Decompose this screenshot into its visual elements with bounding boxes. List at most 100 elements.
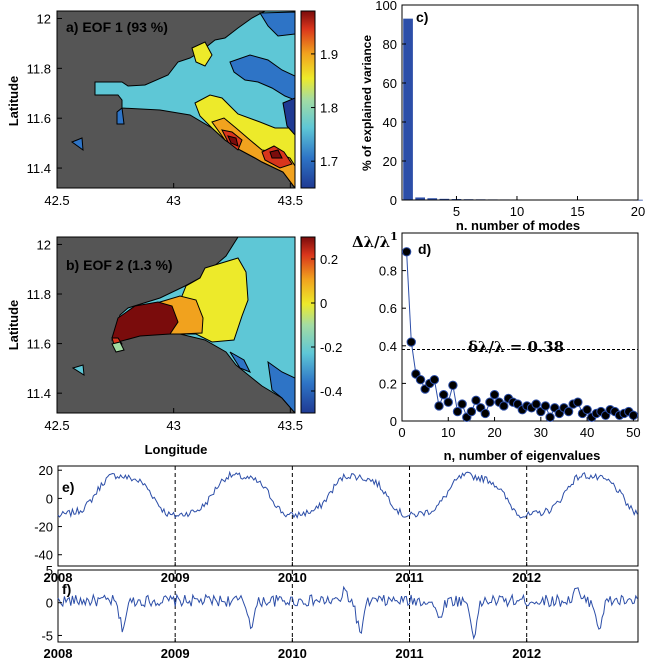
panel-b-title: b) EOF 2 (1.3 %) xyxy=(66,257,173,273)
panel-b-island xyxy=(71,364,85,376)
panel-f-ticks: -5 0 5 2008 2009 2010 2011 2012 xyxy=(41,563,541,661)
eigenvalue-point-32 xyxy=(545,412,555,422)
panel-a-colorbar xyxy=(300,10,316,189)
ytick-label: 0.8 xyxy=(379,264,397,279)
panel-d-label: d) xyxy=(418,241,431,257)
colorbar-tick-label: -0.2 xyxy=(320,340,342,355)
panel-a-darkred-zone xyxy=(227,135,283,159)
ytick-label: 11.8 xyxy=(27,287,51,302)
eigenvalue-point-38 xyxy=(573,397,583,407)
panel-c-xlabel: n. number of modes xyxy=(456,218,580,233)
panel-b-blue-sw xyxy=(229,351,252,373)
panel-a-blue-right xyxy=(282,97,295,136)
ytick-label: 60 xyxy=(383,76,397,91)
ytick-label: 5 xyxy=(46,563,53,578)
panel-b-colorbar xyxy=(300,236,316,414)
xtick-label: 43.5 xyxy=(278,193,303,208)
ytick-label: 11.6 xyxy=(27,337,51,352)
colorbar-tick-label: 0 xyxy=(320,296,327,311)
ytick-label: 20 xyxy=(383,154,397,169)
eigenvalue-point-13 xyxy=(457,399,467,409)
ytick-label: 0.6 xyxy=(379,301,397,316)
panel-d-plot xyxy=(401,247,639,422)
panel-d: 00.20.40.60.80 10 20 30 40 50 d) δλ/λ = 0.38 … xyxy=(352,230,641,463)
xtick-label: 30 xyxy=(534,425,548,440)
xtick-label: 20 xyxy=(487,425,501,440)
panel-d-xlabel: n, number of eigenvalues xyxy=(444,448,601,463)
eigenvalue-point-18 xyxy=(480,408,490,419)
eigenvalue-point-29 xyxy=(531,399,541,409)
panel-f-plot xyxy=(57,570,638,642)
ytick-label: 0 xyxy=(390,414,397,429)
eigenvalue-point-11 xyxy=(448,380,458,390)
eigenvalue-point-19 xyxy=(485,397,495,407)
eigenvalue-point-16 xyxy=(471,395,481,406)
ytick-label: 0 xyxy=(46,596,53,611)
panel-f-label: f) xyxy=(62,581,71,597)
ytick-label: 11.6 xyxy=(27,111,51,126)
colorbar-tick-label: 0.2 xyxy=(320,252,338,267)
eigenvalue-point-10 xyxy=(443,397,453,407)
ytick-label: 40 xyxy=(383,115,397,130)
xtick-label: 2009 xyxy=(161,646,190,661)
xtick-label: 42.5 xyxy=(44,193,69,208)
colorbar-tick-label: 1.9 xyxy=(320,47,338,62)
panel-c-bars xyxy=(403,18,643,201)
eigenvalue-point-1 xyxy=(401,247,412,257)
ytick-label: 11.4 xyxy=(27,161,51,176)
panel-e-label: e) xyxy=(62,479,74,495)
panel-a-yticks: 11.4 11.6 11.8 12 xyxy=(27,11,62,176)
eigenvalue-point-36 xyxy=(563,406,574,417)
panel-c-label: c) xyxy=(416,9,428,25)
time-series-line xyxy=(57,585,638,640)
xtick-label: 42.5 xyxy=(44,418,69,433)
eigenvalue-point-8 xyxy=(434,401,444,411)
panel-d-ylabel: Δλ/λ1 xyxy=(352,230,398,251)
panel-c-ticks: 0 20 40 60 80 100 5 10 15 20 xyxy=(375,0,645,219)
xtick-label: 5 xyxy=(453,204,460,219)
panel-c: 0 20 40 60 80 100 5 10 15 20 c) % of explained va… xyxy=(360,0,645,233)
panel-a-ylabel: Latitude xyxy=(6,76,21,127)
bar-mode-3 xyxy=(427,198,438,200)
eigenvalue-point-9 xyxy=(438,389,449,400)
bar-mode-2 xyxy=(415,197,425,200)
eigenvalue-point-20 xyxy=(489,389,500,400)
ytick-label: 20 xyxy=(39,463,53,478)
eigenvalue-point-15 xyxy=(466,406,477,417)
xtick-label: 2010 xyxy=(278,646,307,661)
panel-d-ticks: 0 0.2 0.4 0.6 0.8 0 10 20 30 40 50 xyxy=(379,264,641,440)
panel-b-colorbar-ticks: 0.2 0 -0.2 -0.4 xyxy=(311,252,342,399)
colorbar-tick-label: -0.4 xyxy=(320,384,342,399)
panel-a-xticks: 42.5 43 43.5 xyxy=(44,183,303,208)
panel-a-blue-mid xyxy=(229,54,295,101)
panel-b-green-tip xyxy=(111,341,125,353)
ytick-label: 12 xyxy=(37,237,51,252)
time-series-line xyxy=(57,470,638,520)
eigenvalue-point-4 xyxy=(415,374,426,385)
ytick-label: 0 xyxy=(390,193,397,208)
xtick-label: 10 xyxy=(441,425,455,440)
xtick-label: 10 xyxy=(510,204,524,219)
panel-a-yellow-blob xyxy=(191,41,213,67)
xtick-label: 15 xyxy=(570,204,584,219)
xtick-label: 2011 xyxy=(395,646,423,661)
panel-b-blue-se xyxy=(267,360,295,413)
panel-a: a) EOF 1 (93 %) Latitude 11.411.611.812 … xyxy=(6,10,338,208)
xtick-label: 43 xyxy=(166,418,180,433)
panel-a-island xyxy=(70,137,84,152)
xtick-label: 43.5 xyxy=(278,418,303,433)
xtick-label: 50 xyxy=(626,425,640,440)
bar-mode-4 xyxy=(439,198,450,200)
eigenvalue-point-12 xyxy=(452,406,463,417)
ytick-label: -5 xyxy=(41,628,53,643)
ytick-label: -40 xyxy=(34,548,53,563)
panel-a-blue-top xyxy=(259,11,295,37)
panel-a-blue-west xyxy=(116,107,125,125)
ytick-label: 80 xyxy=(383,37,397,52)
ytick-label: 100 xyxy=(375,0,397,13)
panel-d-annotation: δλ/λ = 0.38 xyxy=(468,338,564,356)
colorbar-tick-label: 1.7 xyxy=(320,154,338,169)
